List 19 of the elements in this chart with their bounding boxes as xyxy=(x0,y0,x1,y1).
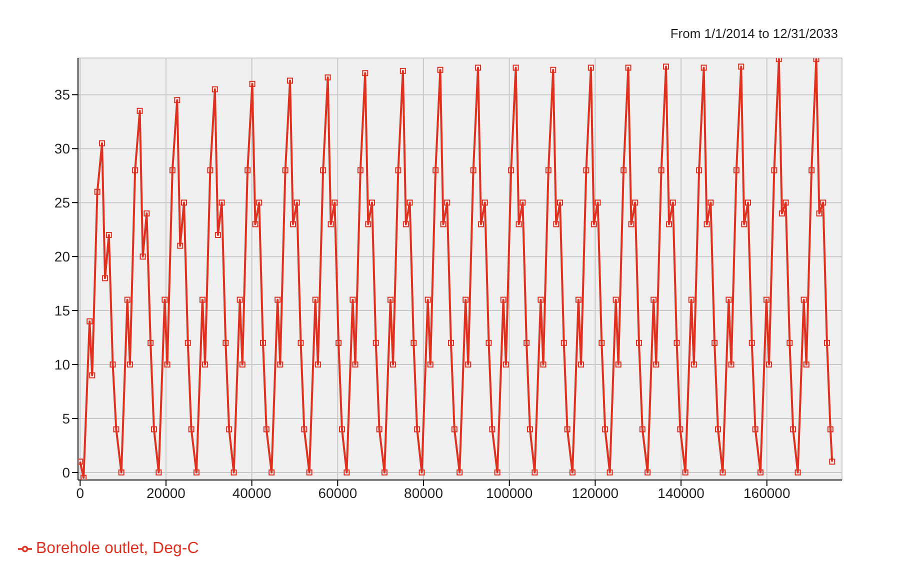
y-tick-label: 0 xyxy=(62,464,70,480)
y-tick-label: 20 xyxy=(54,248,70,265)
x-tick-label: 140000 xyxy=(658,484,705,501)
x-tick-label: 0 xyxy=(76,484,84,501)
y-tick-label: 5 xyxy=(62,410,70,426)
legend-label: Borehole outlet, Deg-C xyxy=(36,540,199,557)
x-tick-label: 100000 xyxy=(486,484,533,501)
y-tick-label: 25 xyxy=(54,194,70,211)
x-tick-label: 40000 xyxy=(232,484,272,501)
y-tick-label: 35 xyxy=(54,86,70,103)
x-tick-label: 20000 xyxy=(146,484,186,501)
x-tick-label: 160000 xyxy=(744,484,790,501)
x-tick-label: 60000 xyxy=(318,484,358,501)
x-tick-label: 80000 xyxy=(404,484,444,501)
x-tick-label: 120000 xyxy=(572,484,619,501)
chart-subtitle: From 1/1/2014 to 12/31/2033 xyxy=(670,26,838,41)
y-tick-label: 15 xyxy=(54,302,70,319)
y-tick-label: 10 xyxy=(54,356,70,372)
y-tick-label: 30 xyxy=(54,140,70,157)
